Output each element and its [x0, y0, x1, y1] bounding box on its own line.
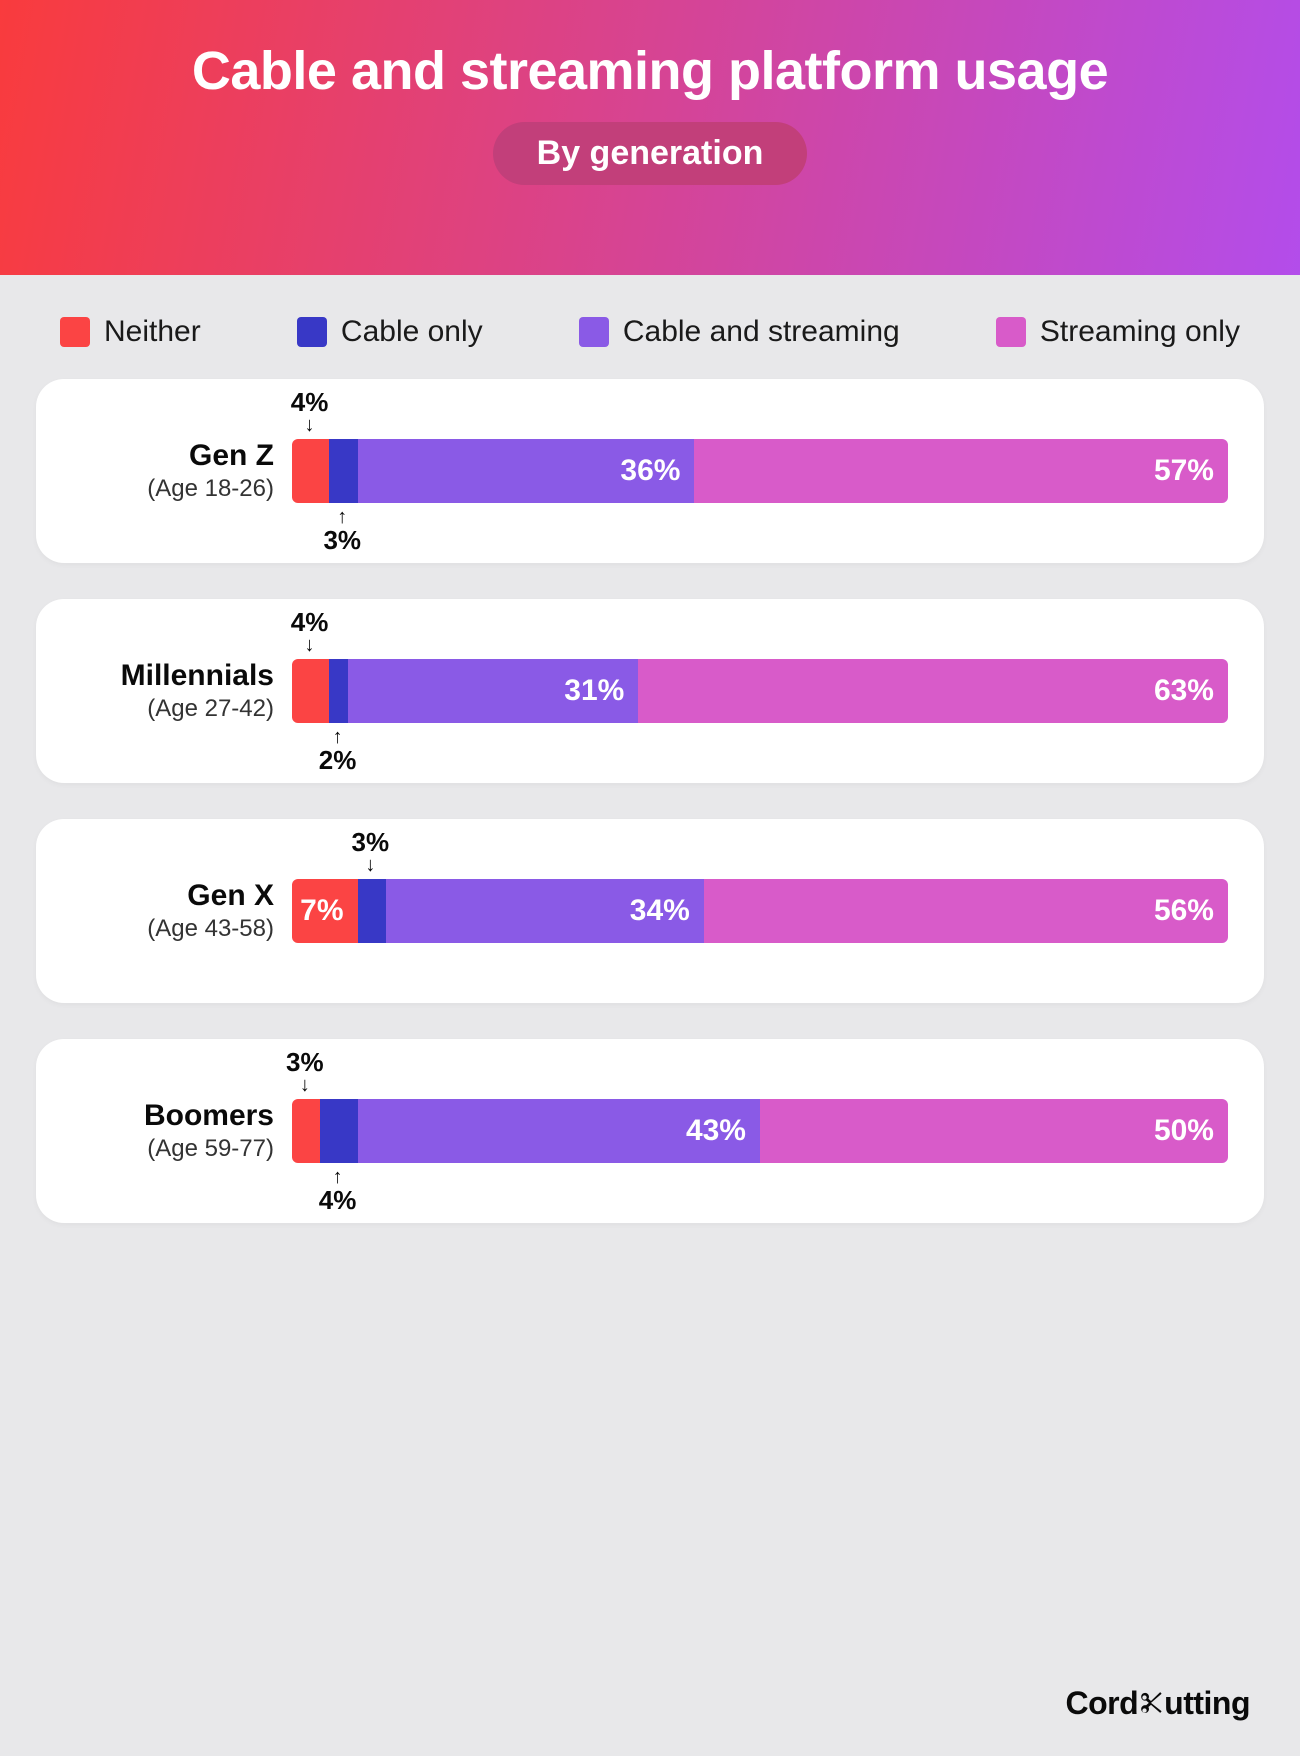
legend-label: Neither [104, 315, 201, 349]
callout-label: 4%↓ [291, 609, 329, 655]
stacked-bar: 31%63% [292, 659, 1228, 723]
callout-text: 4% [291, 389, 329, 415]
legend-swatch [579, 317, 609, 347]
arrow-down-icon: ↓ [300, 1075, 310, 1095]
legend-label: Streaming only [1040, 315, 1240, 349]
bar-segment-cable_streaming: 34% [386, 879, 704, 943]
row-name: Gen Z [72, 439, 274, 473]
brand-right: utting [1164, 1685, 1250, 1721]
arrow-down-icon: ↓ [305, 415, 315, 435]
legend-item: Cable only [297, 315, 483, 349]
bar-segment-cable_streaming: 36% [358, 439, 695, 503]
row-name: Gen X [72, 879, 274, 913]
legend-swatch [297, 317, 327, 347]
subtitle-pill: By generation [493, 122, 808, 185]
row-label: Gen Z(Age 18-26) [72, 439, 292, 503]
legend-label: Cable and streaming [623, 315, 900, 349]
bar-segment-streaming_only: 50% [760, 1099, 1228, 1163]
arrow-down-icon: ↓ [305, 635, 315, 655]
bar-segment-cable_streaming: 43% [358, 1099, 760, 1163]
legend-item: Neither [60, 315, 201, 349]
legend-swatch [60, 317, 90, 347]
callout-label: 3%↓ [352, 829, 390, 875]
arrow-up-icon: ↑ [333, 727, 343, 747]
chart-row-card: Boomers(Age 59-77)3%↓↑4%43%50% [36, 1039, 1264, 1223]
callout-label: ↑3% [323, 507, 361, 553]
bar-segment-neither [292, 439, 329, 503]
callout-text: 2% [319, 747, 357, 773]
legend-item: Cable and streaming [579, 315, 900, 349]
bar-segment-neither: 7% [292, 879, 358, 943]
bar-wrap: 3%↓7%34%56% [292, 879, 1228, 943]
callout-label: ↑4% [319, 1167, 357, 1213]
callout-label: ↑2% [319, 727, 357, 773]
row-age: (Age 43-58) [72, 915, 274, 943]
legend-label: Cable only [341, 315, 483, 349]
bar-segment-cable_only [358, 879, 386, 943]
row-age: (Age 27-42) [72, 695, 274, 723]
bar-segment-streaming_only: 57% [694, 439, 1228, 503]
stacked-bar: 7% 34%56% [292, 879, 1228, 943]
bar-wrap: 4%↓↑2%31%63% [292, 659, 1228, 723]
brand-footer: Cord utting [1066, 1685, 1251, 1722]
bar-segment-neither [292, 659, 329, 723]
row-name: Millennials [72, 659, 274, 693]
callout-text: 3% [323, 527, 361, 553]
stacked-bar: 43%50% [292, 1099, 1228, 1163]
callout-label: 4%↓ [291, 389, 329, 435]
chart-rows: Gen Z(Age 18-26)4%↓↑3%36%57%Millennials(… [0, 369, 1300, 1223]
legend-swatch [996, 317, 1026, 347]
row-age: (Age 59-77) [72, 1135, 274, 1163]
callout-text: 4% [319, 1187, 357, 1213]
scissors-icon [1138, 1691, 1164, 1717]
callout-text: 3% [352, 829, 390, 855]
callout-text: 3% [286, 1049, 324, 1075]
row-label: Millennials(Age 27-42) [72, 659, 292, 723]
row-name: Boomers [72, 1099, 274, 1133]
bar-segment-cable_only [329, 659, 348, 723]
chart-row-card: Gen Z(Age 18-26)4%↓↑3%36%57% [36, 379, 1264, 563]
bar-segment-cable_only [320, 1099, 357, 1163]
bar-wrap: 3%↓↑4%43%50% [292, 1099, 1228, 1163]
bar-segment-streaming_only: 63% [638, 659, 1228, 723]
chart-row-card: Millennials(Age 27-42)4%↓↑2%31%63% [36, 599, 1264, 783]
page-title: Cable and streaming platform usage [0, 0, 1300, 102]
callout-text: 4% [291, 609, 329, 635]
brand-left: Cord [1066, 1685, 1139, 1721]
legend-item: Streaming only [996, 315, 1240, 349]
callout-label: 3%↓ [286, 1049, 324, 1095]
row-age: (Age 18-26) [72, 475, 274, 503]
arrow-down-icon: ↓ [365, 855, 375, 875]
legend: Neither Cable only Cable and streaming Stre… [0, 275, 1300, 369]
stacked-bar: 36%57% [292, 439, 1228, 503]
bar-segment-cable_streaming: 31% [348, 659, 638, 723]
row-label: Boomers(Age 59-77) [72, 1099, 292, 1163]
row-label: Gen X(Age 43-58) [72, 879, 292, 943]
bar-segment-cable_only [329, 439, 357, 503]
bar-segment-neither [292, 1099, 320, 1163]
bar-segment-streaming_only: 56% [704, 879, 1228, 943]
arrow-up-icon: ↑ [333, 1167, 343, 1187]
bar-wrap: 4%↓↑3%36%57% [292, 439, 1228, 503]
header: Cable and streaming platform usage By ge… [0, 0, 1300, 275]
chart-row-card: Gen X(Age 43-58) 3%↓ 7% 34%56% [36, 819, 1264, 1003]
arrow-up-icon: ↑ [337, 507, 347, 527]
